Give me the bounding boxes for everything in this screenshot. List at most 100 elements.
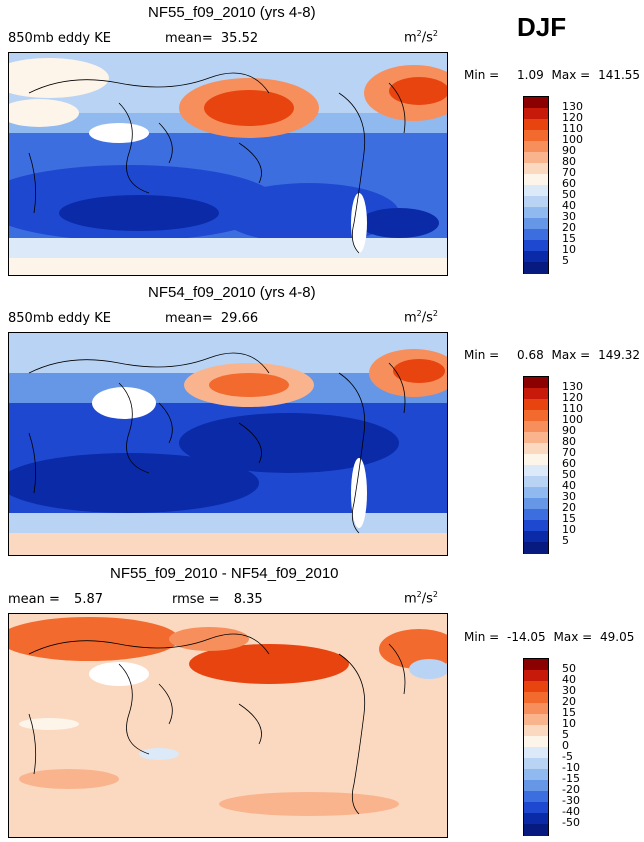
colorbar-swatch (524, 119, 548, 131)
colorbar-tick-label: 110 (562, 122, 583, 135)
colorbar-swatch (524, 443, 548, 455)
colorbar-swatch (524, 399, 548, 411)
colorbar-tick-label: 20 (562, 221, 576, 234)
colorbar-tick-label: 40 (562, 199, 576, 212)
panel2-min-label: Min = (464, 348, 500, 362)
map-field-region (393, 359, 445, 383)
colorbar-tick-label: 5 (562, 254, 569, 267)
panel3-rmse-label: rmse = (172, 592, 220, 607)
colorbar-swatch (524, 207, 548, 219)
map-field-region (351, 193, 367, 253)
colorbar-tick-label: 10 (562, 523, 576, 536)
colorbar-swatch (524, 108, 548, 120)
panel2-max-label: Max = (551, 348, 591, 362)
panel2-mean-value: 29.66 (220, 311, 259, 326)
panel1-units: m2/s2 (404, 29, 439, 46)
colorbar-tick-label: 120 (562, 391, 583, 404)
colorbar-tick-label: 5 (562, 534, 569, 547)
panel1-field-label: 850mb eddy KE (8, 31, 111, 46)
colorbar-swatch (524, 703, 548, 715)
colorbar-swatch (524, 97, 548, 109)
colorbar-tick-label: 100 (562, 413, 583, 426)
colorbar-tick-label: -10 (562, 761, 580, 774)
units-text: m (404, 310, 417, 326)
colorbar-swatch (524, 174, 548, 186)
colorbar-tick-label: 20 (562, 501, 576, 514)
colorbar-tick-label: 50 (562, 662, 576, 675)
colorbar-tick-label: -30 (562, 794, 580, 807)
colorbar-swatch (524, 498, 548, 510)
colorbar-swatch (524, 531, 548, 543)
map-field-region (9, 99, 79, 127)
colorbar-tick-label: -50 (562, 816, 580, 829)
colorbar-tick-label: 30 (562, 490, 576, 503)
map-field-region (359, 208, 439, 238)
colorbar-swatch (524, 262, 548, 274)
panel1-title: NF55_f09_2010 (yrs 4-8) (148, 4, 316, 21)
coastline (28, 352, 406, 534)
map-field-region (9, 533, 447, 555)
colorbar-swatch (524, 185, 548, 197)
panel2-units: m2/s2 (404, 309, 439, 326)
coastline (28, 72, 406, 254)
colorbar-swatch (524, 725, 548, 737)
colorbar-tick-label: 130 (562, 380, 583, 393)
panel1-mean-value: 35.52 (220, 31, 259, 46)
map-field-region (92, 387, 156, 419)
colorbar-swatch (524, 251, 548, 263)
colorbar-tick-label: 60 (562, 457, 576, 470)
colorbar-tick-label: 90 (562, 424, 576, 437)
map-field-region (9, 258, 447, 275)
colorbar-tick-label: 20 (562, 695, 576, 708)
colorbar-tick-label: 40 (562, 673, 576, 686)
colorbar-swatch (524, 196, 548, 208)
panel2-mean: mean= 29.66 (165, 311, 258, 326)
panel3-min-label: Min = (464, 630, 500, 644)
panel3-rmse-value: 8.35 (233, 592, 263, 607)
panel3-max-label: Max = (553, 630, 593, 644)
colorbar-swatch (524, 163, 548, 175)
map-field-region (19, 718, 79, 730)
colorbar-tick-label: 110 (562, 402, 583, 415)
colorbar-tick-label: 50 (562, 468, 576, 481)
coastline (28, 633, 406, 815)
colorbar-tick-label: 100 (562, 133, 583, 146)
colorbar-tick-label: 70 (562, 446, 576, 459)
panel3-colorbar (523, 658, 549, 836)
map-field-region (9, 238, 447, 258)
panel1-minmax: Min = 1.09 Max = 141.55 (464, 68, 640, 82)
colorbar-swatch (524, 681, 548, 693)
map-field-region (139, 748, 179, 760)
panel1-min-label: Min = (464, 68, 500, 82)
colorbar-tick-label: 10 (562, 243, 576, 256)
colorbar-tick-label: 15 (562, 232, 576, 245)
colorbar-tick-label: 40 (562, 479, 576, 492)
colorbar-swatch (524, 758, 548, 770)
colorbar-swatch (524, 240, 548, 252)
colorbar-swatch (524, 421, 548, 433)
colorbar-tick-label: 15 (562, 706, 576, 719)
colorbar-swatch (524, 520, 548, 532)
map-field-region (9, 58, 109, 98)
panel2-colorbar (523, 376, 549, 554)
map-field-region (351, 458, 367, 528)
colorbar-tick-label: 5 (562, 728, 569, 741)
panel1-map (8, 52, 448, 276)
colorbar-tick-label: -15 (562, 772, 580, 785)
colorbar-tick-label: -40 (562, 805, 580, 818)
colorbar-swatch (524, 229, 548, 241)
colorbar-swatch (524, 141, 548, 153)
season-label: DJF (517, 12, 567, 42)
colorbar-tick-label: 70 (562, 166, 576, 179)
colorbar-swatch (524, 377, 548, 389)
map-field-region (9, 513, 447, 535)
colorbar-swatch (524, 692, 548, 704)
colorbar-tick-label: 50 (562, 188, 576, 201)
colorbar-swatch (524, 736, 548, 748)
panel3-rmse: rmse = 8.35 (172, 592, 263, 607)
panel1-min-value: 1.09 (517, 68, 544, 82)
map-field-region (59, 195, 219, 231)
colorbar-swatch (524, 130, 548, 142)
panel2-min-value: 0.68 (517, 348, 544, 362)
colorbar-tick-label: 80 (562, 155, 576, 168)
